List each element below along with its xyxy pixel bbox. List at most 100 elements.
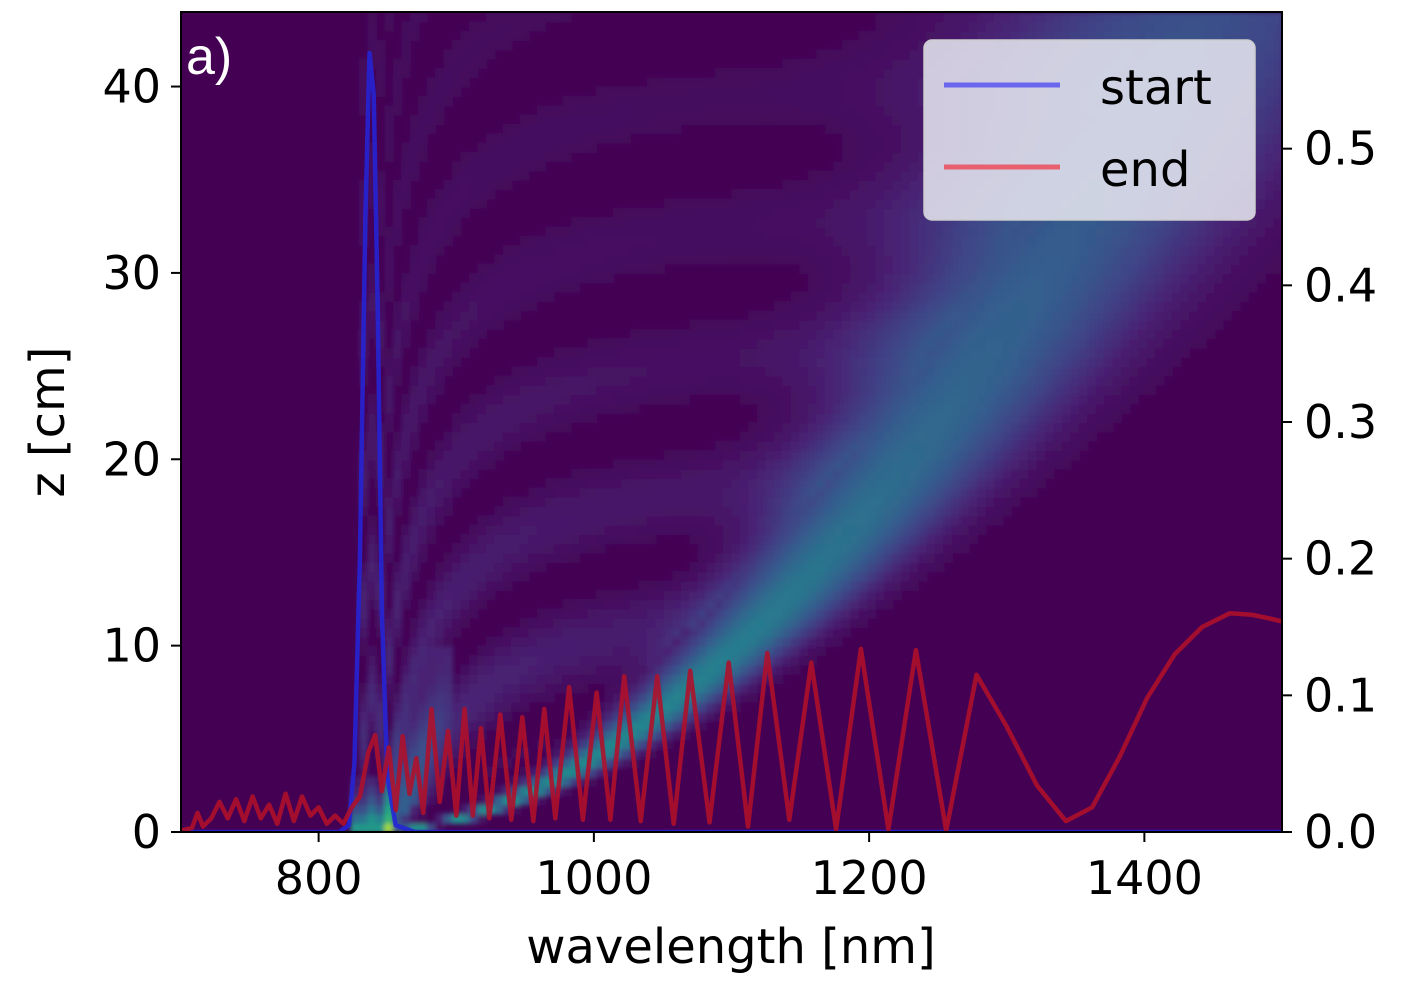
heatmap-cell <box>367 543 377 554</box>
heatmap-cell <box>392 189 403 200</box>
heatmap-cell <box>1019 459 1030 470</box>
heatmap-cell <box>638 524 648 535</box>
heatmap-cell <box>850 561 860 573</box>
heatmap-cell <box>1104 319 1114 330</box>
heatmap-cell <box>1138 272 1148 284</box>
heatmap-cell <box>384 477 394 489</box>
heatmap-cell <box>1146 254 1157 265</box>
heatmap-cell <box>655 235 665 247</box>
heatmap-cell <box>435 235 445 247</box>
heatmap-cell <box>570 636 581 647</box>
heatmap-cell <box>917 189 928 200</box>
heatmap-cell <box>892 561 903 573</box>
heatmap-cell <box>621 738 632 750</box>
heatmap-cell <box>883 114 894 125</box>
heatmap-cell <box>426 533 437 545</box>
heatmap-cell <box>723 496 733 507</box>
heatmap-cell <box>519 645 530 657</box>
heatmap-cell <box>655 515 665 526</box>
heatmap-cell <box>435 95 445 107</box>
heatmap-cell <box>765 543 776 554</box>
heatmap-cell <box>528 617 538 629</box>
heatmap-cell <box>697 95 708 107</box>
heatmap-cell <box>1112 412 1123 424</box>
heatmap-cell <box>460 189 471 200</box>
heatmap-cell <box>358 599 369 610</box>
heatmap-cell <box>883 505 894 517</box>
heatmap-cell <box>553 366 564 377</box>
heatmap-cell <box>1197 328 1207 340</box>
heatmap-cell <box>773 477 784 489</box>
heatmap-cell <box>638 356 648 368</box>
heatmap-cell <box>663 394 674 405</box>
heatmap-cell <box>553 133 564 144</box>
heatmap-cell <box>782 440 792 452</box>
heatmap-cell <box>596 384 606 396</box>
heatmap-cell <box>494 310 505 321</box>
heatmap-cell <box>723 459 733 470</box>
heatmap-cell <box>1265 254 1275 265</box>
heatmap-cell <box>384 515 394 526</box>
heatmap-cell <box>816 543 826 554</box>
heatmap-cell <box>765 524 776 535</box>
heatmap-cell <box>951 403 962 414</box>
heatmap-cell <box>900 543 911 554</box>
heatmap-cell <box>367 151 377 163</box>
heatmap-cell <box>384 655 394 666</box>
heatmap-cell <box>536 366 547 377</box>
heatmap-cell <box>782 319 792 330</box>
heatmap-cell <box>536 356 547 368</box>
heatmap-cell <box>401 710 411 722</box>
heatmap-cell <box>477 794 488 806</box>
heatmap-cell <box>824 217 835 228</box>
heatmap-cell <box>1205 217 1216 228</box>
heatmap-cell <box>672 571 682 582</box>
heatmap-cell <box>426 608 437 619</box>
heatmap-cell <box>646 664 657 675</box>
heatmap-cell <box>485 561 496 573</box>
heatmap-cell <box>545 515 555 526</box>
heatmap-cell <box>621 505 632 517</box>
heatmap-cell <box>1129 217 1140 228</box>
heatmap-cell <box>917 319 928 330</box>
heatmap-cell <box>435 226 445 237</box>
heatmap-cell <box>968 487 979 498</box>
heatmap-cell <box>426 95 437 107</box>
heatmap-cell <box>723 599 733 610</box>
heatmap-cell <box>1273 114 1282 125</box>
heatmap-cell <box>833 375 843 386</box>
heatmap-cell <box>740 571 750 582</box>
heatmap-cell <box>536 552 547 563</box>
heatmap-cell <box>672 720 682 731</box>
heatmap-cell <box>1256 151 1267 163</box>
heatmap-cell <box>731 77 742 88</box>
heatmap-cell <box>629 375 640 386</box>
heatmap-cell <box>723 356 733 368</box>
heatmap-cell <box>587 366 598 377</box>
heatmap-cell <box>799 627 809 638</box>
heatmap-cell <box>604 487 615 498</box>
heatmap-cell <box>485 291 496 302</box>
heatmap-cell <box>562 133 572 144</box>
heatmap-cell <box>909 468 920 480</box>
heatmap-cell <box>833 431 843 442</box>
heatmap-cell <box>1273 170 1282 181</box>
heatmap-cell <box>1171 245 1182 256</box>
heatmap-cell <box>934 384 945 396</box>
heatmap-cell <box>443 468 454 480</box>
heatmap-cell <box>621 338 632 349</box>
heatmap-cell <box>469 310 479 321</box>
heatmap-cell <box>697 328 708 340</box>
heatmap-cell <box>740 636 750 647</box>
heatmap-cell <box>799 226 809 237</box>
heatmap-cell <box>943 468 953 480</box>
heatmap-cell <box>401 450 411 461</box>
heatmap-cell <box>621 133 632 144</box>
heatmap-cell <box>697 655 708 666</box>
heatmap-cell <box>689 347 699 358</box>
heatmap-cell <box>638 263 648 275</box>
heatmap-cell <box>994 356 1004 368</box>
heatmap-cell <box>731 571 742 582</box>
heatmap-cell <box>502 384 513 396</box>
heatmap-cell <box>799 77 809 88</box>
